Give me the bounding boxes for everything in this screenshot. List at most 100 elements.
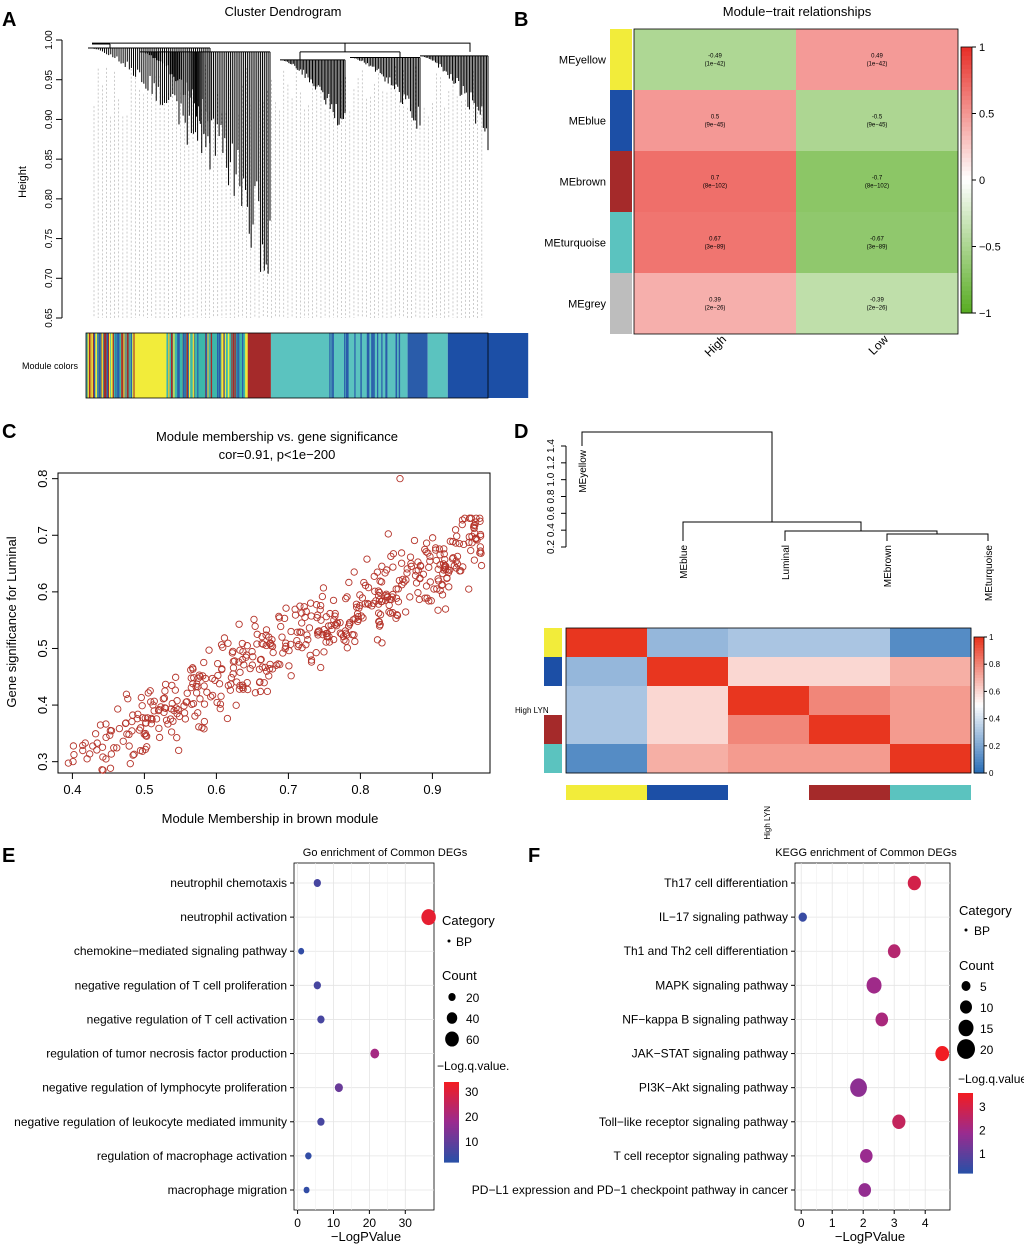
module-trait-grid-frame — [633, 28, 959, 335]
legend-count-dot — [448, 992, 456, 1002]
scatter-point — [431, 544, 440, 552]
scatter-point — [448, 555, 457, 563]
module-color-stripe — [183, 333, 185, 398]
dendrogram-branch — [299, 51, 401, 60]
scatter-point — [134, 710, 142, 718]
go-legend-category-title: Category — [442, 913, 495, 928]
module-color-stripe — [117, 333, 119, 398]
kegg-legend-category-dot — [964, 928, 968, 932]
adjacency-colorbar-step — [974, 740, 984, 744]
module-trait-cell-pvalue: (2e−26) — [705, 306, 726, 312]
scatter-point — [175, 712, 184, 721]
colorbar-gradient-step — [961, 290, 972, 296]
module-color-stripe — [344, 333, 346, 398]
scatter-point — [331, 609, 339, 618]
scatter-point — [285, 646, 293, 655]
legend-color-step — [444, 1118, 459, 1121]
scatter-point — [402, 576, 410, 584]
adjacency-cell — [728, 686, 810, 716]
colorbar-gradient-step — [961, 286, 972, 292]
dotplot-x-tick-label: 0 — [294, 1216, 301, 1230]
adjacency-cell — [566, 686, 648, 716]
adjacency-colorbar-step — [974, 710, 984, 714]
dotplot-point — [303, 1186, 310, 1194]
eigengene-dendrogram-branch — [886, 533, 989, 541]
scatter-point — [410, 536, 419, 545]
scatter-point — [119, 737, 127, 745]
scatter-point — [307, 656, 316, 664]
dendrogram-y-tick-label: 0.95 — [44, 70, 55, 90]
scatter-point — [378, 639, 386, 647]
scatter-point — [64, 759, 73, 767]
dotplot-category-label: NF−kappa B signaling pathway — [622, 1012, 788, 1026]
legend-color-step — [958, 1111, 973, 1114]
legend-color-step — [444, 1096, 459, 1099]
scatter-point — [124, 695, 132, 703]
scatter-point — [296, 602, 304, 610]
adjacency-colorbar-step — [974, 721, 984, 725]
scatter-point — [425, 563, 433, 571]
scatter-point — [312, 649, 320, 657]
dotplot-point — [798, 912, 807, 922]
dotplot-category-label: regulation of macrophage activation — [97, 1149, 287, 1163]
scatter-point — [277, 622, 285, 631]
scatter-point — [381, 596, 390, 605]
module-color-stripe — [112, 333, 114, 398]
scatter-point — [180, 702, 188, 710]
scatter-point — [436, 561, 444, 569]
scatter-point — [152, 715, 161, 723]
colorbar-gradient-step — [961, 86, 972, 92]
eigengene-dendrogram-branch — [581, 431, 773, 522]
scatter-point — [345, 578, 353, 587]
scatter-point — [407, 559, 415, 568]
go-legend-category-item: BP — [456, 935, 472, 949]
adjacency-cell — [890, 715, 972, 745]
kegg-enrichment-panel: KEGG enrichment of Common DEGs −LogPValu… — [472, 847, 1024, 1244]
scatter-point — [435, 545, 444, 553]
colorbar-gradient-step — [961, 95, 972, 101]
scatter-point — [385, 608, 393, 616]
legend-color-label: 1 — [979, 1147, 986, 1161]
scatter-point — [200, 700, 209, 708]
scatter-point — [113, 744, 121, 752]
dotplot-point — [370, 1048, 380, 1059]
adjacency-colorbar-step — [974, 745, 984, 750]
module-color-stripe — [345, 333, 348, 398]
colorbar-gradient-step — [961, 206, 972, 212]
scatter-point — [441, 605, 450, 613]
scatter-point — [363, 555, 371, 563]
module-trait-row-label: MEbrown — [560, 177, 606, 189]
scatter-point — [389, 563, 397, 571]
scatter-point — [394, 585, 402, 593]
legend-color-step — [958, 1165, 973, 1168]
module-color-stripe — [106, 333, 109, 398]
module-trait-cell-value: 0.5 — [711, 115, 720, 121]
scatter-point — [258, 633, 266, 641]
scatter-point — [282, 604, 290, 612]
dotplot-x-tick-label: 1 — [829, 1216, 836, 1230]
module-trait-cell-pvalue: (3e−89) — [867, 245, 888, 251]
go-legend-color-title: −Log.q.value. — [437, 1059, 509, 1073]
scatter-point — [359, 614, 367, 622]
scatter-point — [371, 587, 379, 595]
legend-count-dot — [446, 1012, 458, 1024]
eigengene-dendrogram: 1.4 1.2 1.0 0.8 0.6 0.4 0.2 — [546, 431, 989, 554]
dotplot-point — [892, 1114, 906, 1130]
scatter-point — [434, 575, 442, 583]
module-trait-heatmap-panel: Module−trait relationships -0.49 (1e−42) 0… — [544, 4, 1000, 360]
legend-count-label: 5 — [980, 980, 987, 994]
legend-color-step — [444, 1092, 459, 1095]
scatter-point — [422, 582, 431, 590]
adjacency-cell — [890, 686, 972, 716]
panel-letter-a: A — [2, 9, 16, 31]
scatter-point — [441, 555, 449, 564]
scatter-point — [471, 518, 480, 526]
module-color-stripe — [192, 333, 194, 398]
colorbar-gradient-step — [961, 202, 972, 208]
legend-count-label: 20 — [980, 1043, 994, 1057]
scatter-point — [357, 612, 365, 620]
scatter-point — [306, 651, 314, 659]
scatter-point — [229, 664, 238, 672]
scatter-point — [392, 585, 400, 593]
colorbar-gradient-step — [961, 250, 972, 256]
